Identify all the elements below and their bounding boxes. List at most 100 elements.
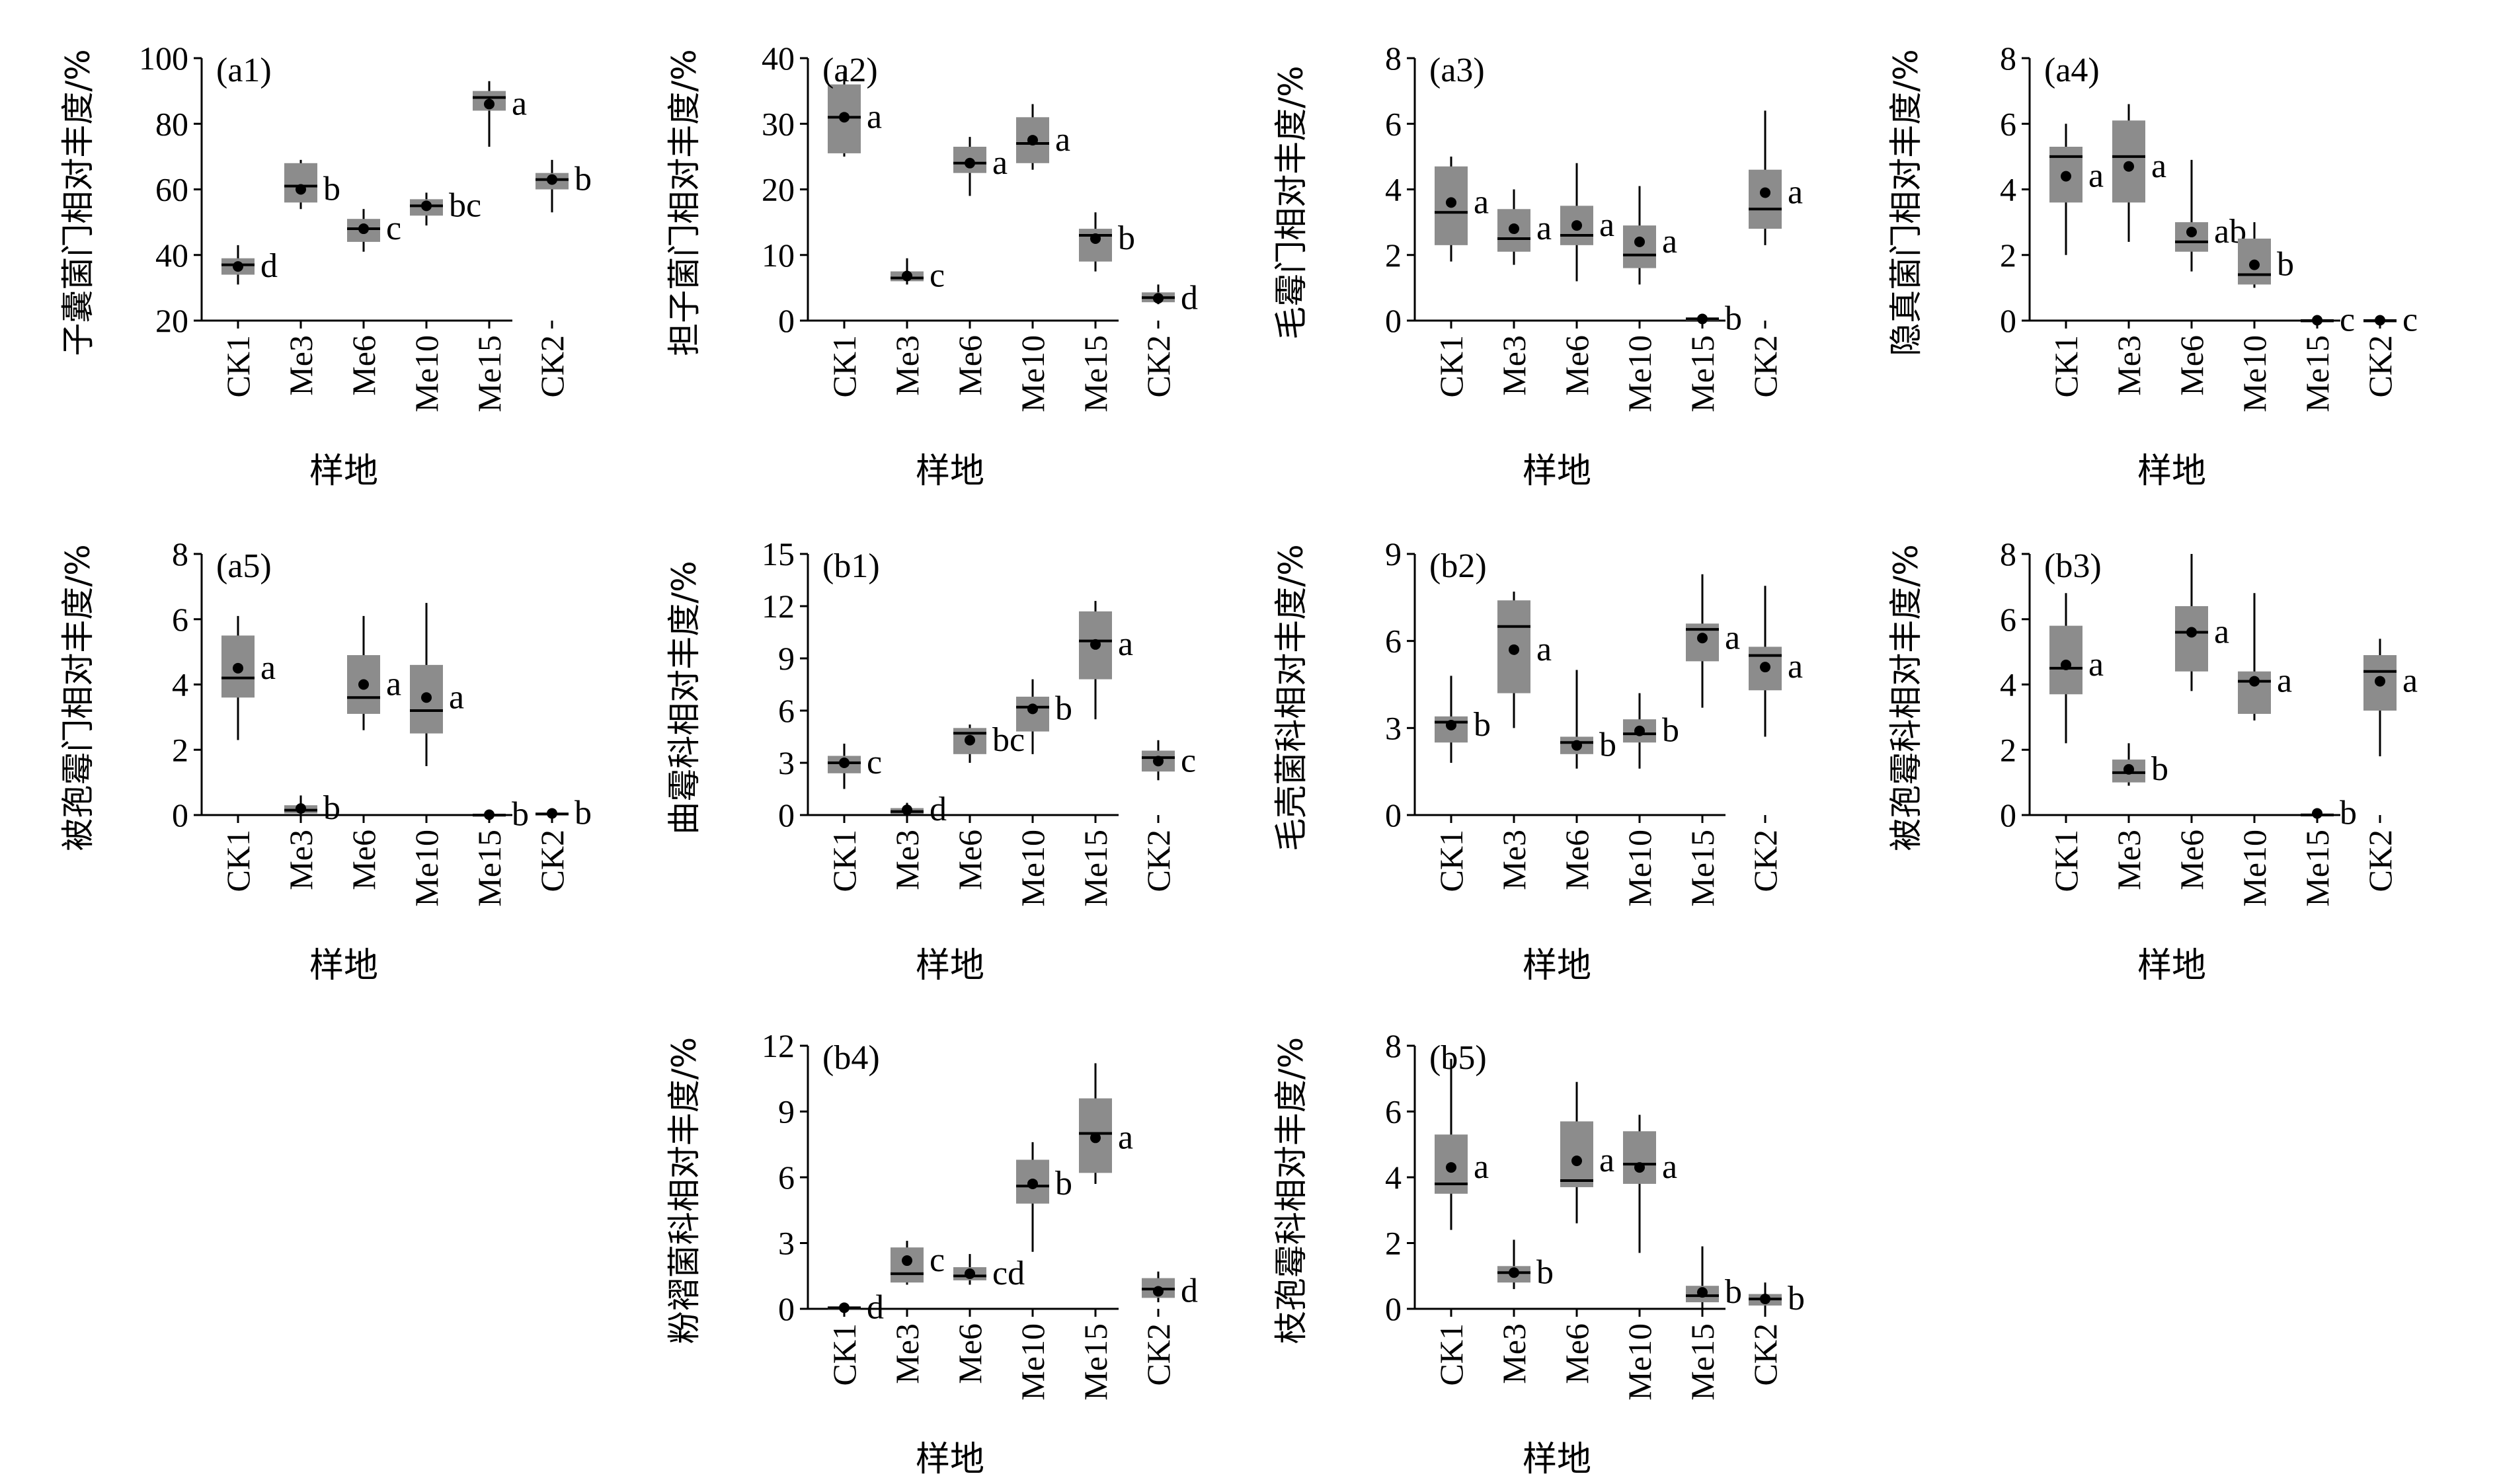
- box-Me3: a: [2112, 104, 2166, 242]
- significance-letter: a: [2214, 613, 2229, 651]
- y-tick-label: 0: [172, 797, 188, 834]
- x-axis-title: 样地: [1523, 451, 1591, 491]
- mean-point: [1509, 223, 1519, 235]
- iqr-box: [284, 163, 317, 203]
- y-tick-label: 9: [1385, 535, 1402, 572]
- mean-point: [233, 261, 243, 272]
- significance-letter: b: [323, 789, 340, 827]
- box-CK1: a: [221, 615, 276, 740]
- significance-letter: a: [2088, 646, 2104, 683]
- x-tick-label: Me6: [951, 830, 988, 890]
- y-tick-label: 2: [2000, 731, 2016, 768]
- mean-point: [839, 758, 850, 768]
- box-CK1: a: [1435, 1058, 1489, 1230]
- mean-point: [1446, 719, 1456, 730]
- mean-point: [2123, 763, 2134, 775]
- significance-letter: b: [2277, 246, 2294, 284]
- panel-label: (a4): [2044, 52, 2100, 89]
- y-tick-label: 4: [172, 666, 188, 703]
- y-tick-label: 6: [1385, 105, 1402, 142]
- y-tick-label: 20: [155, 302, 188, 339]
- mean-point: [2123, 161, 2134, 172]
- mean-point: [1090, 1132, 1101, 1144]
- mean-point: [1090, 233, 1101, 244]
- mean-point: [1509, 1267, 1519, 1278]
- x-tick-label: Me15: [1077, 1323, 1114, 1401]
- box-Me10: a: [1623, 186, 1677, 285]
- y-tick-label: 0: [1385, 797, 1402, 834]
- mean-point: [2312, 808, 2322, 819]
- x-tick-label: Me3: [1495, 830, 1532, 890]
- x-tick-label: CK2: [1140, 335, 1177, 397]
- x-tick-label: Me6: [345, 335, 382, 396]
- box-Me15: b: [1079, 212, 1135, 272]
- significance-letter: d: [260, 247, 278, 285]
- y-tick-label: 2: [172, 731, 188, 768]
- box-CK2: b: [536, 159, 592, 213]
- panel-label: (b4): [822, 1039, 880, 1077]
- x-axis-title: 样地: [916, 946, 984, 986]
- y-axis-title: 被孢霉科相对丰度/%: [1887, 544, 1925, 851]
- significance-letter: b: [1474, 706, 1491, 744]
- y-tick-label: 15: [762, 535, 795, 572]
- significance-letter: cd: [992, 1255, 1025, 1292]
- mean-point: [421, 692, 432, 703]
- mean-point: [1571, 740, 1582, 751]
- x-tick-label: Me6: [1558, 1323, 1595, 1384]
- y-axis-title: 被孢霉门相对丰度/%: [59, 544, 97, 851]
- significance-letter: c: [867, 744, 882, 781]
- box-CK1: a: [1435, 156, 1489, 262]
- significance-letter: a: [1725, 619, 1740, 656]
- x-axis-title: 样地: [916, 451, 984, 491]
- y-tick-label: 6: [778, 1159, 795, 1196]
- mean-point: [484, 809, 495, 820]
- x-tick-label: CK1: [219, 335, 257, 397]
- y-tick-label: 12: [762, 588, 795, 625]
- x-tick-label: CK2: [534, 335, 571, 397]
- y-tick-label: 12: [762, 1027, 795, 1064]
- y-tick-label: 8: [1385, 40, 1402, 77]
- box-Me15: b: [473, 796, 529, 834]
- x-tick-label: Me3: [282, 830, 319, 890]
- y-tick-label: 0: [778, 1290, 795, 1327]
- x-tick-label: Me3: [889, 1323, 926, 1384]
- iqr-box: [1749, 169, 1782, 229]
- y-tick-label: 6: [172, 601, 188, 638]
- y-tick-label: 80: [155, 105, 188, 142]
- y-axis-title: 子囊菌门相对丰度/%: [59, 49, 97, 356]
- x-tick-label: Me10: [1014, 335, 1051, 412]
- box-CK2: a: [1749, 586, 1803, 737]
- x-tick-label: Me3: [1495, 1323, 1532, 1384]
- x-axis-title: 样地: [2137, 946, 2206, 986]
- x-tick-label: Me6: [1558, 335, 1595, 396]
- mean-point: [296, 184, 306, 195]
- box-Me3: a: [1497, 592, 1552, 728]
- box-CK1: c: [828, 744, 882, 789]
- mean-point: [2375, 676, 2385, 687]
- mean-point: [1027, 135, 1038, 146]
- x-tick-label: Me6: [951, 335, 988, 396]
- significance-letter: b: [2340, 795, 2357, 832]
- y-axis-title: 曲霉科相对丰度/%: [665, 561, 703, 834]
- mean-point: [965, 1268, 975, 1279]
- box-Me6: cd: [953, 1254, 1025, 1292]
- x-tick-label: Me3: [2110, 830, 2147, 890]
- box-Me6: a: [953, 137, 1008, 196]
- box-Me6: bc: [953, 721, 1025, 763]
- significance-letter: a: [1118, 625, 1133, 663]
- mean-point: [839, 112, 850, 123]
- x-tick-label: Me10: [408, 830, 445, 907]
- significance-letter: a: [2151, 147, 2166, 185]
- mean-point: [902, 804, 912, 816]
- x-axis-title: 样地: [1523, 1440, 1591, 1479]
- box-CK1: a: [2049, 124, 2104, 255]
- box-Me15: b: [1686, 1246, 1742, 1311]
- x-tick-label: Me3: [889, 830, 926, 890]
- x-tick-label: CK2: [2361, 830, 2399, 892]
- mean-point: [1697, 1287, 1708, 1298]
- box-CK2: d: [1142, 279, 1198, 317]
- y-tick-label: 0: [2000, 302, 2016, 339]
- significance-letter: c: [2402, 301, 2418, 339]
- mean-point: [421, 200, 432, 212]
- mean-point: [1634, 236, 1645, 247]
